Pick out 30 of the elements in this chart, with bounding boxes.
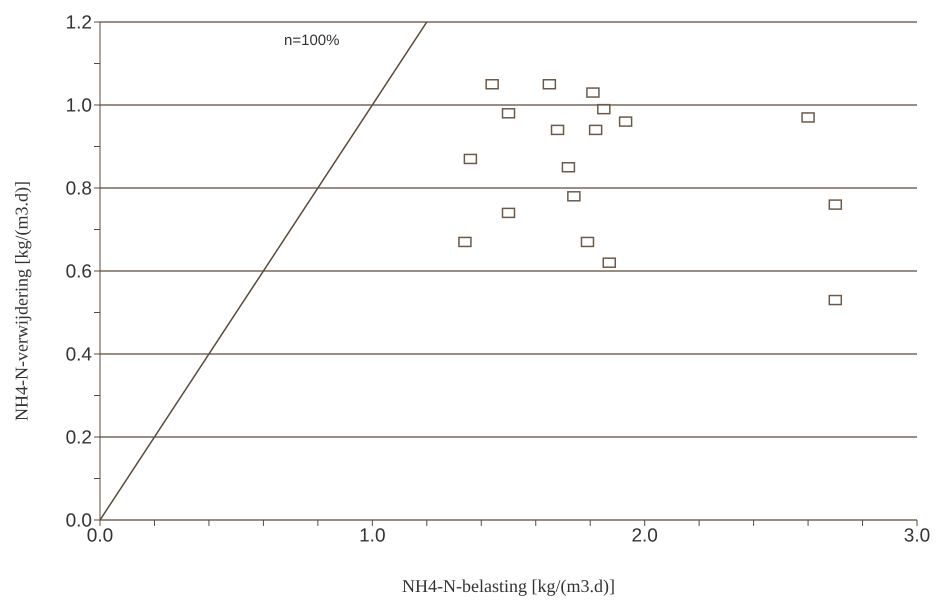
x-tick-label: 2.0 [631, 525, 658, 546]
point [588, 124, 602, 136]
point [580, 236, 594, 248]
point [618, 116, 632, 127]
point [597, 104, 611, 114]
point [567, 191, 581, 202]
point [562, 162, 576, 172]
point [502, 208, 516, 218]
x-tick-label: 3.0 [904, 525, 930, 546]
x-axis-title: NH4-N-belasting [kg/(m3.d)] [402, 576, 615, 596]
x-tick-label: 1.0 [359, 525, 386, 546]
point [602, 257, 616, 268]
point [828, 199, 842, 210]
y-tick-label: 1.0 [66, 96, 92, 117]
point [542, 79, 556, 90]
y-tick-label: 0.4 [66, 344, 92, 366]
annotation: n=100% [284, 32, 340, 49]
y-tick-label: 0.6 [66, 262, 92, 283]
point [458, 236, 472, 248]
point [801, 112, 815, 123]
y-tick-label: 0.8 [66, 178, 92, 200]
point [828, 294, 842, 306]
point [550, 124, 564, 136]
y-tick-label: 1.2 [66, 12, 92, 34]
point [485, 79, 499, 90]
point [464, 154, 478, 164]
y-axis-title: NH4-N-verwijdering [kg/(m3.d)] [11, 181, 32, 421]
y-tick-label: 0.2 [66, 428, 92, 449]
point [586, 87, 600, 98]
point [502, 108, 516, 119]
